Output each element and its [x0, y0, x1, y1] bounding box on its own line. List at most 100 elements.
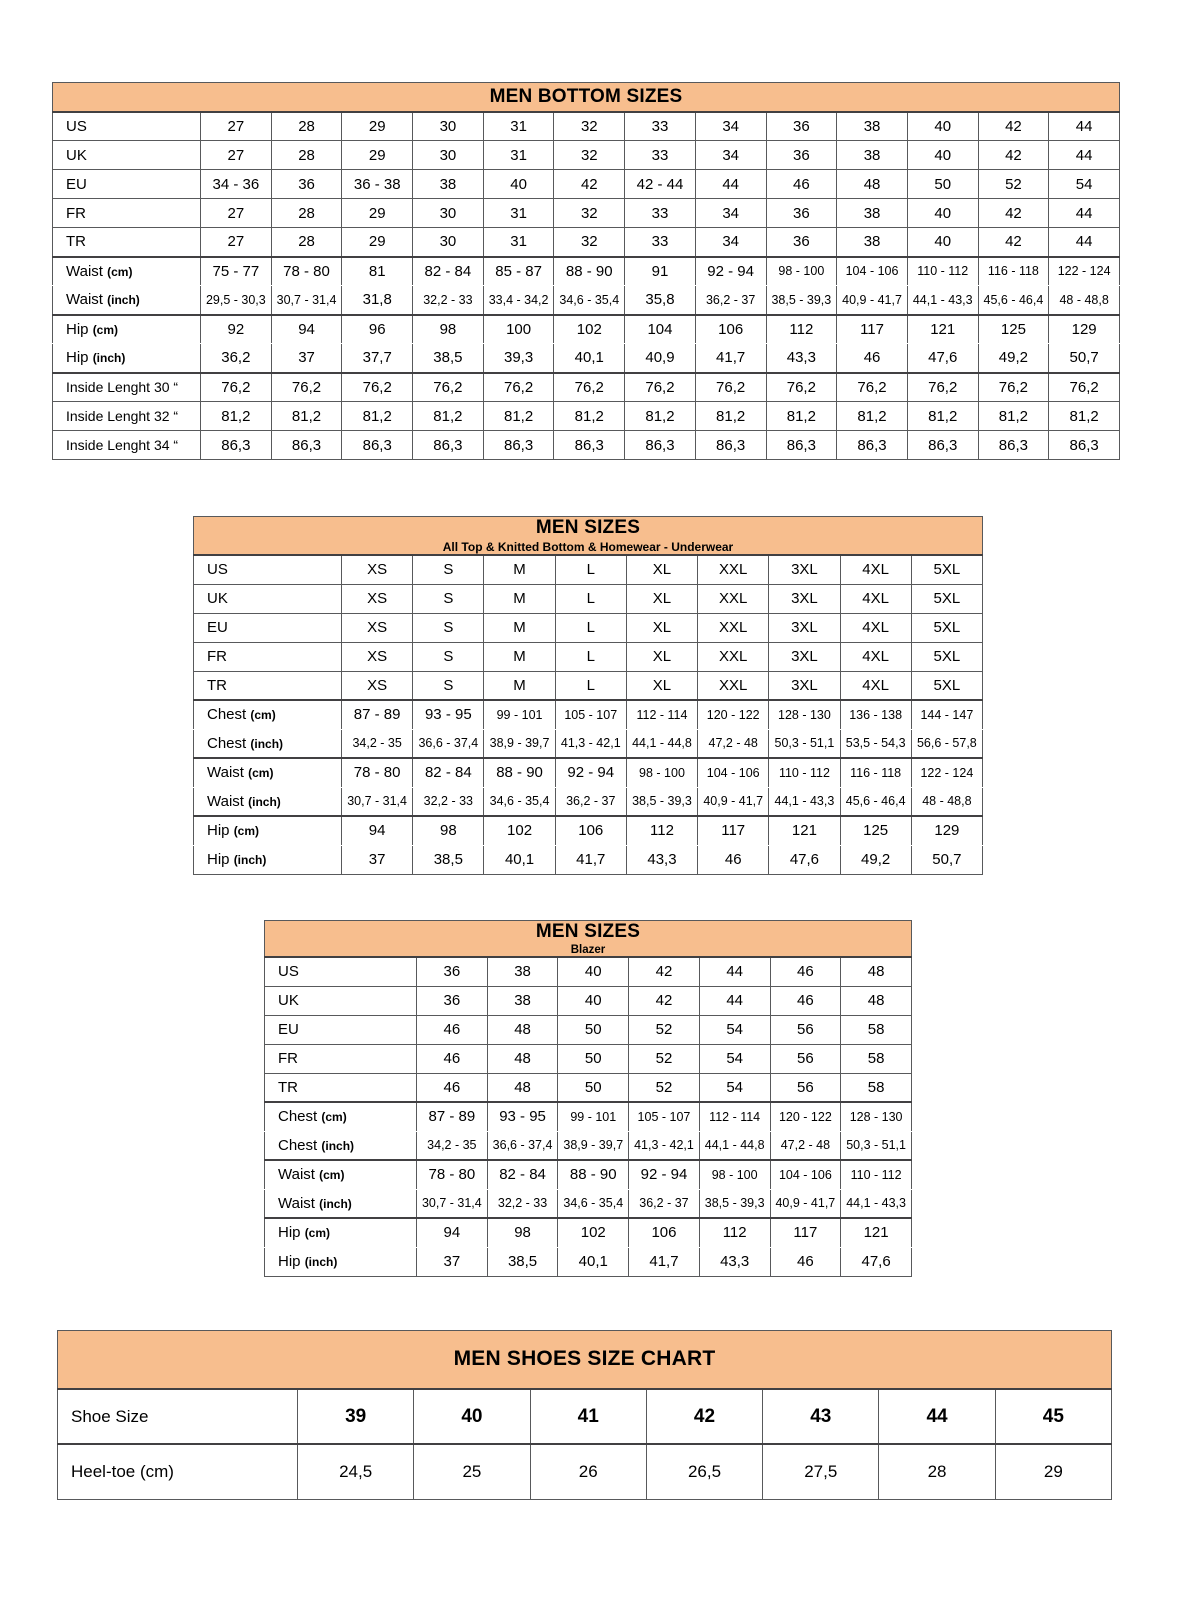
table-cell: 41,7 — [628, 1246, 700, 1277]
table-row: Hip (inch) 37 38,5 40,1 41,7 43,3 46 47,6 — [264, 1246, 912, 1277]
row-label: UK — [264, 985, 417, 1016]
table-cell: 5XL — [910, 670, 984, 701]
table-cell: L — [554, 670, 627, 701]
table-cell: XL — [625, 670, 699, 701]
table-cell: 117 — [697, 815, 770, 846]
table-cell: 40 — [557, 985, 630, 1016]
table-cell: 81,2 — [270, 401, 343, 431]
table-cell: 48 — [840, 956, 912, 987]
table-cell: 31 — [482, 227, 555, 258]
table-cell: 76,2 — [482, 372, 555, 402]
men-sizes-blazer-table: MEN SIZES Blazer US 36 38 40 42 44 46 48 UK 36… — [264, 920, 912, 1277]
table-cell: 40,1 — [553, 343, 626, 374]
table-cell: XL — [625, 612, 699, 643]
table-cell: XL — [625, 554, 699, 585]
table-cell: XXL — [697, 641, 770, 672]
table-cell: 42 — [553, 169, 626, 199]
table-cell: 85 - 87 — [482, 256, 555, 286]
table-cell: 33 — [624, 110, 696, 141]
table-cell: 86,3 — [836, 430, 908, 460]
row-label: EU — [264, 1014, 417, 1045]
table-cell: 50 — [557, 1043, 630, 1074]
table-cell: 4XL — [839, 641, 912, 672]
table-cell: 47,6 — [840, 1246, 912, 1277]
row-label: US — [193, 554, 342, 585]
table-cell: M — [483, 641, 556, 672]
table-cell: 45,6 - 46,4 — [977, 285, 1050, 316]
table-cell: 27 — [200, 227, 272, 258]
table-cell: 42 — [977, 198, 1050, 228]
table-row: FR 27 28 29 30 31 32 33 34 36 38 40 42 44 — [52, 198, 1120, 228]
row-label-text: Waist — [66, 291, 103, 309]
table-cell: 43,3 — [698, 1246, 771, 1277]
table-row: Hip (cm) 94 98 102 106 112 117 121 125 129 — [193, 815, 984, 846]
table-cell: 3XL — [768, 641, 841, 672]
table-cell: 46 — [769, 1246, 842, 1277]
table-cell: 76,2 — [1048, 372, 1120, 402]
table-cell: 34,6 - 35,4 — [483, 786, 556, 817]
table-row: Chest (cm) 87 - 89 93 - 95 99 - 101 105 - 1… — [264, 1101, 912, 1132]
table-cell: L — [554, 641, 627, 672]
table-cell: 112 — [765, 314, 838, 344]
row-label: Hip (cm) — [264, 1217, 417, 1248]
table-cell: 30,7 - 31,4 — [416, 1188, 488, 1219]
table-cell: 48 — [486, 1072, 559, 1103]
table-cell: 88 - 90 — [557, 1159, 630, 1190]
row-label: Hip (inch) — [193, 844, 342, 875]
table-cell: 29 — [341, 110, 414, 141]
row-label: FR — [193, 641, 342, 672]
table-title: MEN SIZES — [535, 921, 641, 942]
table-cell: 34,6 - 35,4 — [553, 285, 626, 316]
table-cell: 28 — [270, 198, 343, 228]
row-label: Waist (inch) — [264, 1188, 417, 1219]
row-label: Shoe Size — [57, 1388, 298, 1445]
men-bottom-sizes-table: MEN BOTTOM SIZES US 27 28 29 30 31 32 33 34 36 38… — [52, 82, 1120, 460]
table-cell: 110 - 112 — [906, 256, 979, 286]
row-label: TR — [264, 1072, 417, 1103]
table-cell: 76,2 — [694, 372, 767, 402]
table-row: Inside Lenght 30 “ 76,2 76,2 76,2 76,2 76,2 7… — [52, 372, 1120, 402]
men-sizes-tops-table-wrapper: MEN SIZES All Top & Knitted Bottom & Hom… — [193, 516, 984, 875]
table-cell: 98 - 100 — [698, 1159, 771, 1190]
table-row: Waist (inch) 30,7 - 31,4 32,2 - 33 34,6 - … — [264, 1188, 912, 1219]
row-label: Waist (cm) — [193, 757, 342, 788]
table-row: TR 46 48 50 52 54 56 58 — [264, 1072, 912, 1103]
row-label: Chest (inch) — [264, 1130, 417, 1161]
table-cell: L — [554, 583, 627, 614]
table-cell: 50,7 — [910, 844, 984, 875]
table-cell: 34,6 - 35,4 — [557, 1188, 630, 1219]
table-cell: 41 — [529, 1388, 647, 1445]
table-cell: 44 — [1048, 110, 1120, 141]
row-label: Chest (cm) — [264, 1101, 417, 1132]
row-label: TR — [193, 670, 342, 701]
table-cell: 54 — [698, 1014, 771, 1045]
table-cell: 38 — [836, 140, 908, 170]
table-cell: 76,2 — [270, 372, 343, 402]
table-cell: 36 — [765, 140, 838, 170]
table-cell: 38 — [412, 169, 484, 199]
table-cell: 31 — [482, 198, 555, 228]
row-label-text: Hip — [278, 1224, 301, 1242]
table-cell: XXL — [697, 670, 770, 701]
table-cell: 28 — [270, 140, 343, 170]
row-label: Heel-toe (cm) — [57, 1443, 298, 1500]
table-cell: 76,2 — [906, 372, 979, 402]
table-cell: 27 — [200, 110, 272, 141]
table-cell: M — [483, 670, 556, 701]
table-cell: 34,2 - 35 — [340, 728, 414, 759]
table-header-row: MEN SIZES All Top & Knitted Bottom & Hom… — [193, 516, 983, 556]
row-label-unit: (cm) — [92, 322, 119, 337]
table-cell: 47,6 — [768, 844, 841, 875]
table-cell: 44,1 - 43,3 — [840, 1188, 912, 1219]
table-row: Inside Lenght 34 “ 86,3 86,3 86,3 86,3 86,3 8… — [52, 430, 1120, 460]
table-cell: 82 - 84 — [412, 757, 485, 788]
table-cell: 44,1 - 44,8 — [625, 728, 699, 759]
table-cell: 37 — [340, 844, 414, 875]
row-label-text: Waist — [278, 1194, 315, 1212]
table-cell: 93 - 95 — [412, 699, 485, 730]
table-row: Heel-toe (cm) 24,5 25 26 26,5 27,5 28 29 — [57, 1443, 1113, 1500]
table-cell: 29 — [341, 140, 414, 170]
table-subtitle: Blazer — [570, 944, 606, 956]
table-cell: 38 — [486, 956, 559, 987]
